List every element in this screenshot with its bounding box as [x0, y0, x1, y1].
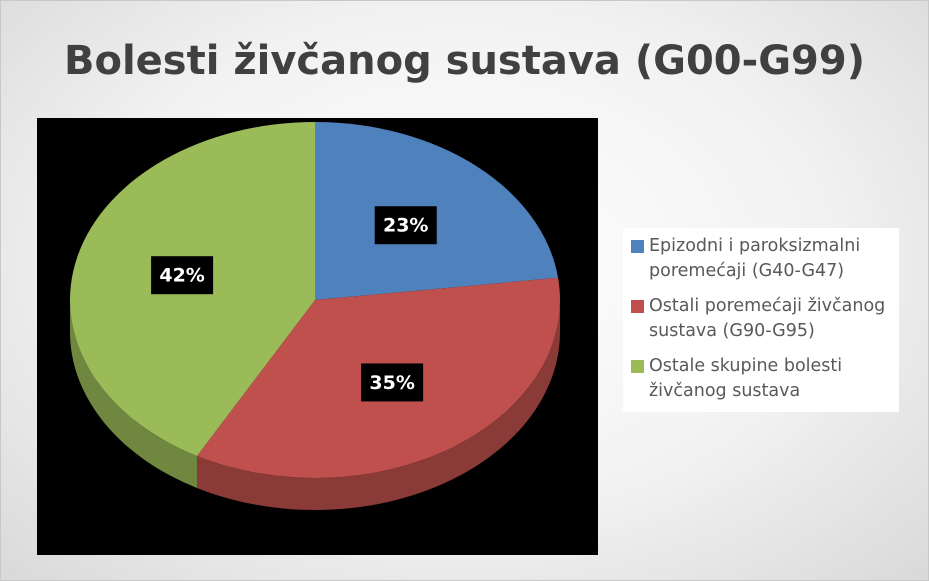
legend-label: Epizodni i paroksizmalni poremećaji (G40… [649, 236, 861, 281]
legend-item: Ostali poremećaji živčanog sustava (G90-… [631, 294, 893, 344]
data-label: 35% [369, 372, 414, 394]
legend-label: Ostale skupine bolesti živčanog sustava [649, 356, 843, 401]
legend-swatch [631, 360, 644, 373]
data-label: 23% [383, 215, 428, 237]
data-label-box [151, 256, 214, 295]
legend-swatch [631, 300, 644, 313]
data-label-box [361, 363, 424, 402]
legend-label: Ostali poremećaji živčanog sustava (G90-… [649, 296, 886, 341]
slice-side [70, 300, 197, 488]
legend-swatch [631, 240, 644, 253]
slice-side [196, 300, 561, 510]
legend-item: Ostale skupine bolesti živčanog sustava [631, 354, 893, 404]
legend-item: Epizodni i paroksizmalni poremećaji (G40… [631, 234, 893, 284]
chart-title: Bolesti živčanog sustava (G00-G99) [63, 38, 865, 84]
data-label: 42% [159, 265, 204, 287]
legend: Epizodni i paroksizmalni poremećaji (G40… [623, 228, 899, 412]
data-label-box [374, 206, 437, 245]
